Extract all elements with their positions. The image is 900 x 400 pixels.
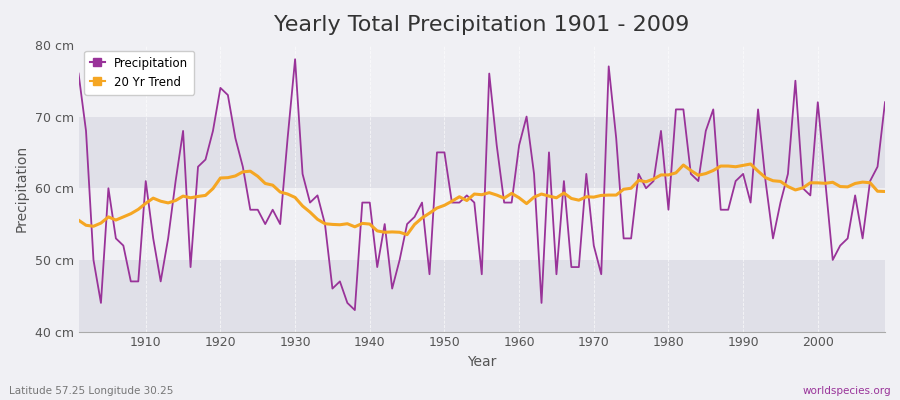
Bar	[78, 116, 885, 188]
Text: worldspecies.org: worldspecies.org	[803, 386, 891, 396]
Text: Latitude 57.25 Longitude 30.25: Latitude 57.25 Longitude 30.25	[9, 386, 174, 396]
Y-axis label: Precipitation: Precipitation	[15, 145, 29, 232]
Bar	[78, 260, 885, 332]
Legend: Precipitation, 20 Yr Trend: Precipitation, 20 Yr Trend	[85, 51, 194, 94]
X-axis label: Year: Year	[467, 355, 497, 369]
Title: Yearly Total Precipitation 1901 - 2009: Yearly Total Precipitation 1901 - 2009	[274, 15, 689, 35]
